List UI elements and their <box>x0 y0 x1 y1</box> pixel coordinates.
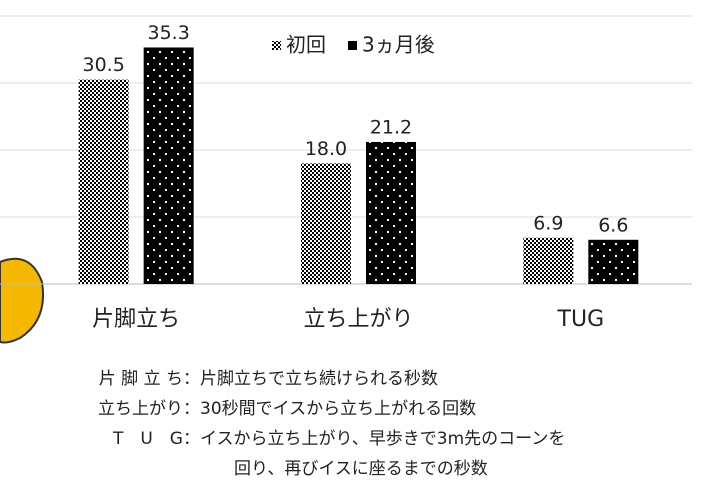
x-tick-label: 片脚立ち <box>92 307 180 332</box>
x-tick-label: 立ち上がり <box>303 307 413 332</box>
bar <box>523 237 574 284</box>
legend-swatch <box>348 41 357 50</box>
note-term: T U G： <box>112 429 200 449</box>
note-text: 回り、再びイスに座るまでの秒数 <box>234 459 488 479</box>
legend-swatch <box>272 41 281 50</box>
value-label: 35.3 <box>148 22 190 44</box>
note-text: イスから立ち上がり、早歩きで3m先のコーンを <box>200 429 565 449</box>
value-label: 21.2 <box>370 116 412 138</box>
legend-label: 3ヵ月後 <box>362 33 435 57</box>
note-text: 30秒間でイスから立ち上がれる回数 <box>200 399 476 419</box>
value-label: 18.0 <box>305 138 347 160</box>
value-label: 6.6 <box>598 214 628 236</box>
note-term: 立ち上がり： <box>98 399 200 419</box>
value-label: 30.5 <box>83 54 125 76</box>
bar <box>588 239 639 284</box>
bar <box>143 47 194 284</box>
bar <box>78 79 129 285</box>
bar <box>366 141 416 284</box>
value-label: 6.9 <box>533 212 563 234</box>
mascot <box>0 257 44 344</box>
legend-label: 初回 <box>286 33 326 57</box>
x-tick-label: TUG <box>557 307 605 332</box>
note-term: 片 脚 立 ち： <box>99 369 200 389</box>
bar <box>301 163 351 284</box>
note-text: 片脚立ちで立ち続けられる秒数 <box>200 369 438 389</box>
